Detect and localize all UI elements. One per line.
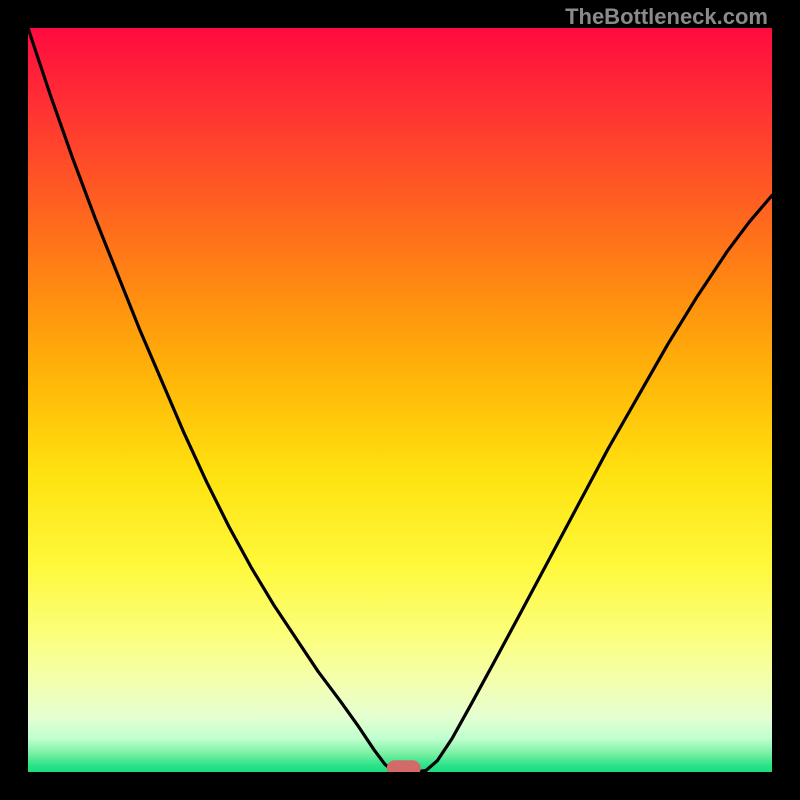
gradient-background xyxy=(28,28,772,772)
plot-area xyxy=(28,28,772,772)
optimal-marker xyxy=(387,760,421,772)
watermark-text: TheBottleneck.com xyxy=(565,4,768,30)
chart-frame: TheBottleneck.com xyxy=(0,0,800,800)
bottleneck-plot-svg xyxy=(28,28,772,772)
